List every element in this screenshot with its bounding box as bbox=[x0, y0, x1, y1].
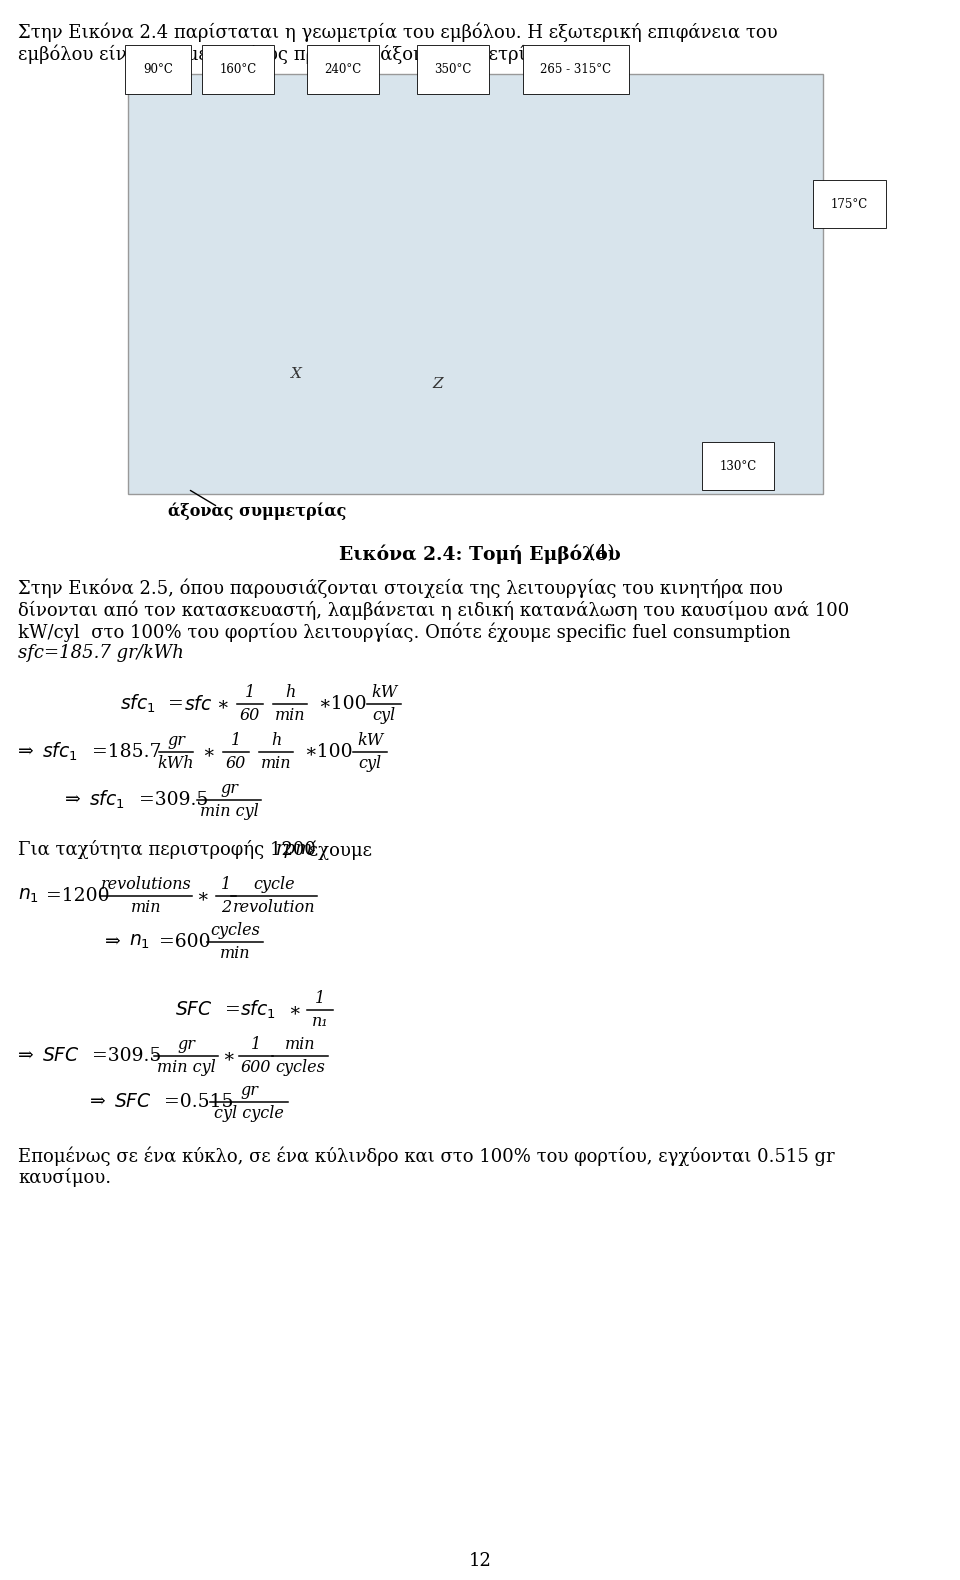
Text: Z: Z bbox=[433, 378, 444, 390]
Text: 12: 12 bbox=[468, 1552, 492, 1571]
Text: rpm: rpm bbox=[276, 841, 313, 858]
Text: cyl cycle: cyl cycle bbox=[214, 1104, 284, 1122]
Text: Εικόνα 2.4: Τομή Εμβόλου: Εικόνα 2.4: Τομή Εμβόλου bbox=[339, 544, 621, 564]
Text: cycles: cycles bbox=[276, 1059, 324, 1076]
Text: revolution: revolution bbox=[232, 899, 315, 916]
Text: min: min bbox=[275, 706, 305, 724]
Text: 1: 1 bbox=[251, 1036, 261, 1054]
Text: h: h bbox=[285, 684, 295, 702]
Text: (4): (4) bbox=[582, 544, 614, 562]
Text: $SFC$: $SFC$ bbox=[175, 1002, 213, 1019]
Text: kW: kW bbox=[371, 684, 397, 702]
Text: ∗: ∗ bbox=[288, 1002, 300, 1019]
Text: =: = bbox=[225, 1002, 241, 1019]
Text: $SFC$: $SFC$ bbox=[114, 1093, 152, 1111]
Text: Για ταχύτητα περιστροφής 1200: Για ταχύτητα περιστροφής 1200 bbox=[18, 841, 322, 860]
Text: kWh: kWh bbox=[157, 755, 194, 773]
Text: 1: 1 bbox=[221, 877, 231, 893]
Text: ⇒: ⇒ bbox=[65, 792, 81, 809]
Text: cyl: cyl bbox=[358, 755, 381, 773]
Text: Στην Εικόνα 2.5, όπου παρουσιάζονται στοιχεία της λειτουργίας του κινητήρα που: Στην Εικόνα 2.5, όπου παρουσιάζονται στο… bbox=[18, 578, 782, 597]
Text: 160°C: 160°C bbox=[220, 63, 256, 76]
Text: 1: 1 bbox=[231, 732, 241, 749]
Text: ⇒: ⇒ bbox=[18, 743, 34, 762]
Text: =185.7: =185.7 bbox=[92, 743, 161, 762]
Text: ⇒: ⇒ bbox=[90, 1093, 106, 1111]
Text: καυσίμου.: καυσίμου. bbox=[18, 1168, 111, 1187]
Text: ∗: ∗ bbox=[222, 1048, 235, 1065]
Text: n₁: n₁ bbox=[312, 1013, 328, 1030]
Text: 1: 1 bbox=[245, 684, 255, 702]
Text: εμβόλου είναι συμμετρική ως προς τον άξονα συμμετρίας.: εμβόλου είναι συμμετρική ως προς τον άξο… bbox=[18, 44, 554, 63]
Text: gr: gr bbox=[167, 732, 185, 749]
Text: ⇒: ⇒ bbox=[105, 934, 121, 951]
Text: ∗: ∗ bbox=[216, 695, 228, 713]
Text: έχουμε: έχουμε bbox=[303, 841, 372, 860]
Text: 350°C: 350°C bbox=[434, 63, 471, 76]
Text: min cyl: min cyl bbox=[156, 1059, 215, 1076]
Text: kW: kW bbox=[357, 732, 383, 749]
Text: cycle: cycle bbox=[253, 877, 295, 893]
Text: gr: gr bbox=[220, 781, 238, 798]
Text: $sfc_1$: $sfc_1$ bbox=[120, 694, 156, 716]
Text: 600: 600 bbox=[241, 1059, 271, 1076]
Text: ∗100: ∗100 bbox=[318, 695, 367, 713]
Text: 175°C: 175°C bbox=[831, 198, 868, 210]
Text: $n_1$: $n_1$ bbox=[129, 932, 150, 951]
Text: $sfc_1$: $sfc_1$ bbox=[42, 741, 78, 763]
Text: 90°C: 90°C bbox=[143, 63, 173, 76]
Text: h: h bbox=[271, 732, 281, 749]
Text: =600: =600 bbox=[159, 934, 210, 951]
Text: gr: gr bbox=[177, 1036, 195, 1054]
Text: 130°C: 130°C bbox=[719, 460, 756, 472]
Text: ⇒: ⇒ bbox=[18, 1048, 34, 1065]
Text: Επομένως σε ένα κύκλο, σε ένα κύλινδρο και στο 100% του φορτίου, εγχύονται 0.515: Επομένως σε ένα κύκλο, σε ένα κύλινδρο κ… bbox=[18, 1146, 834, 1166]
Text: $n_1$: $n_1$ bbox=[18, 886, 39, 905]
Text: =309.5: =309.5 bbox=[92, 1048, 161, 1065]
Text: sfc=185.7 gr/kWh: sfc=185.7 gr/kWh bbox=[18, 645, 184, 662]
Text: 2: 2 bbox=[221, 899, 231, 916]
FancyBboxPatch shape bbox=[128, 74, 823, 495]
Text: ∗100: ∗100 bbox=[304, 743, 352, 762]
Text: cyl: cyl bbox=[372, 706, 396, 724]
Text: 60: 60 bbox=[240, 706, 260, 724]
Text: ∗: ∗ bbox=[196, 886, 208, 905]
Text: gr: gr bbox=[240, 1082, 258, 1100]
Text: 60: 60 bbox=[226, 755, 246, 773]
Text: $SFC$: $SFC$ bbox=[42, 1048, 80, 1065]
Text: Στην Εικόνα 2.4 παρίσταται η γεωμετρία του εμβόλου. Η εξωτερική επιφάνεια του: Στην Εικόνα 2.4 παρίσταται η γεωμετρία τ… bbox=[18, 22, 778, 41]
Text: 240°C: 240°C bbox=[324, 63, 362, 76]
Text: $sfc_1$: $sfc_1$ bbox=[240, 999, 276, 1021]
Text: X: X bbox=[291, 367, 301, 381]
Text: min: min bbox=[285, 1036, 315, 1054]
Text: $sfc$: $sfc$ bbox=[184, 695, 212, 714]
Text: δίνονται από τον κατασκευαστή, λαμβάνεται η ειδική κατανάλωση του καυσίμου ανά 1: δίνονται από τον κατασκευαστή, λαμβάνετα… bbox=[18, 600, 850, 619]
Text: =1200: =1200 bbox=[46, 886, 109, 905]
Text: min: min bbox=[220, 945, 251, 962]
Text: =309.5: =309.5 bbox=[139, 792, 208, 809]
Text: =0.515: =0.515 bbox=[164, 1093, 233, 1111]
Text: άξονας συμμετρίας: άξονας συμμετρίας bbox=[168, 502, 347, 520]
Text: $sfc_1$: $sfc_1$ bbox=[89, 788, 125, 811]
Text: cycles: cycles bbox=[210, 923, 260, 939]
Text: =: = bbox=[168, 695, 183, 713]
Text: min: min bbox=[131, 899, 161, 916]
Text: kW/cyl  στο 100% του φορτίου λειτουργίας. Οπότε έχουμε specific fuel consumption: kW/cyl στο 100% του φορτίου λειτουργίας.… bbox=[18, 623, 791, 641]
Text: min: min bbox=[261, 755, 291, 773]
Text: ∗: ∗ bbox=[202, 743, 215, 762]
Text: 265 - 315°C: 265 - 315°C bbox=[540, 63, 612, 76]
Text: revolutions: revolutions bbox=[101, 877, 191, 893]
Text: 1: 1 bbox=[315, 991, 325, 1006]
Text: min cyl: min cyl bbox=[200, 803, 258, 820]
